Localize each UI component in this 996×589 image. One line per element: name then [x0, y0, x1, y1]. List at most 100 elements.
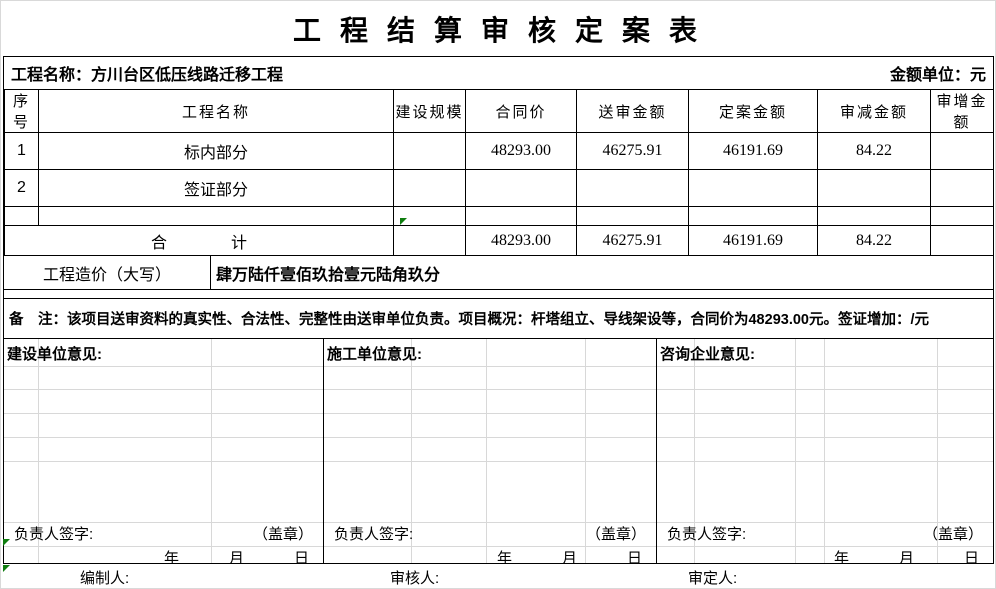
total-final-amount[interactable]: 46191.69 — [688, 225, 818, 256]
cell-scale[interactable] — [393, 132, 466, 170]
approver-label[interactable]: 审定人: — [688, 570, 738, 587]
col-header-seq: 序号 — [4, 89, 39, 133]
signer-label[interactable]: 负责人签字: — [334, 525, 414, 543]
amount-in-words-label: 工程造价（大写） — [4, 256, 211, 289]
total-scale[interactable] — [393, 225, 466, 256]
gridline — [937, 339, 938, 563]
gridline — [211, 339, 212, 563]
reviewer-label[interactable]: 审核人: — [390, 570, 440, 587]
total-reduced-amount[interactable]: 84.22 — [817, 225, 931, 256]
total-submitted-amount[interactable]: 46275.91 — [576, 225, 689, 256]
table-row — [4, 206, 993, 226]
cell-contract-price[interactable]: 48293.00 — [465, 132, 577, 170]
gridline — [411, 339, 412, 563]
year-label[interactable]: 年 — [496, 550, 512, 564]
col-header-reduced-amount: 审减金额 — [817, 89, 931, 133]
gridline — [486, 339, 487, 563]
amount-unit-label: 金额单位：元 — [889, 67, 986, 84]
year-label[interactable]: 年 — [833, 550, 849, 564]
form-sheet: 工程名称：方川台区低压线路迁移工程 金额单位：元 序号 工程名称 建设规模 合同… — [3, 56, 994, 564]
day-label[interactable]: 日 — [963, 550, 979, 564]
gridline — [4, 437, 993, 438]
col-header-submitted-amount: 送审金额 — [576, 89, 689, 133]
cell-submitted-amount[interactable] — [576, 169, 689, 207]
settlement-table: 序号 工程名称 建设规模 合同价 送审金额 定案金额 审减金额 审增金额 1 标… — [4, 89, 993, 256]
cell-reduced-amount[interactable] — [817, 206, 931, 226]
opinion-label: 建设单位意见: — [7, 346, 102, 363]
cell-seq[interactable]: 1 — [4, 132, 39, 170]
gridline — [4, 413, 993, 414]
col-header-contract-price: 合同价 — [465, 89, 577, 133]
opinion-panel-construction-unit[interactable]: 建设单位意见: 负责人签字: （盖章） 年 月 日 — [4, 339, 323, 564]
cell-project-name[interactable]: 签证部分 — [38, 169, 394, 207]
col-header-final-amount: 定案金额 — [688, 89, 818, 133]
project-name-label: 工程名称：方川台区低压线路迁移工程 — [11, 67, 284, 84]
gridline — [38, 339, 39, 563]
cell-final-amount[interactable]: 46191.69 — [688, 132, 818, 170]
cell-project-name[interactable] — [38, 206, 394, 226]
table-row: 1 标内部分 48293.00 46275.91 46191.69 84.22 — [4, 132, 993, 170]
cell-increased-amount[interactable] — [930, 206, 993, 226]
cell-submitted-amount[interactable] — [576, 206, 689, 226]
signature-row: 负责人签字: （盖章） — [4, 521, 323, 545]
table-header-row: 序号 工程名称 建设规模 合同价 送审金额 定案金额 审减金额 审增金额 — [4, 89, 993, 133]
cell-contract-price[interactable] — [465, 169, 577, 207]
cell-seq[interactable] — [4, 206, 39, 226]
cell-seq[interactable]: 2 — [4, 169, 39, 207]
cell-increased-amount[interactable] — [930, 132, 993, 170]
cell-submitted-amount[interactable]: 46275.91 — [576, 132, 689, 170]
seal-label: （盖章） — [252, 525, 313, 543]
page-title: 工 程 结 算 审 核 定 案 表 — [292, 15, 703, 47]
cell-reduced-amount[interactable]: 84.22 — [817, 132, 931, 170]
total-contract-price[interactable]: 48293.00 — [465, 225, 577, 256]
meta-row: 工程名称：方川台区低压线路迁移工程 金额单位：元 — [4, 57, 993, 89]
cell-scale[interactable] — [393, 206, 466, 226]
cell-final-amount[interactable] — [688, 169, 818, 207]
preparer-label[interactable]: 编制人: — [80, 570, 130, 587]
opinion-panel-contractor-unit[interactable]: 施工单位意见: 负责人签字: （盖章） 年 月 日 — [323, 339, 656, 564]
opinion-label: 施工单位意见: — [327, 346, 422, 363]
signer-label[interactable]: 负责人签字: — [667, 525, 747, 543]
opinion-panel-consulting-firm[interactable]: 咨询企业意见: 负责人签字: （盖章） 年 月 日 — [656, 339, 993, 564]
year-label[interactable]: 年 — [163, 550, 179, 564]
month-label[interactable]: 月 — [228, 550, 244, 564]
amount-in-words-row: 工程造价（大写） 肆万陆仟壹佰玖拾壹元陆角玖分 — [4, 256, 993, 290]
cell-increased-amount[interactable] — [930, 169, 993, 207]
cell-project-name[interactable]: 标内部分 — [38, 132, 394, 170]
opinion-label: 咨询企业意见: — [660, 346, 755, 363]
date-row: 年 月 日 — [4, 545, 323, 564]
cell-reduced-amount[interactable] — [817, 169, 931, 207]
total-label: 合 计 — [4, 225, 394, 256]
signature-row: 负责人签字: （盖章） — [324, 521, 656, 545]
cell-final-amount[interactable] — [688, 206, 818, 226]
gridline — [4, 366, 993, 367]
seal-label: （盖章） — [585, 525, 646, 543]
col-header-increased-amount: 审增金额 — [930, 89, 993, 133]
error-indicator-icon — [400, 218, 407, 225]
spacer-row — [4, 290, 993, 299]
gridline — [4, 522, 993, 523]
gridline — [4, 461, 993, 462]
date-row: 年 月 日 — [324, 545, 656, 564]
gridline — [824, 339, 825, 563]
signature-row: 负责人签字: （盖章） — [657, 521, 993, 545]
day-label[interactable]: 日 — [293, 550, 309, 564]
amount-in-words-value[interactable]: 肆万陆仟壹佰玖拾壹元陆角玖分 — [216, 266, 441, 284]
gridline — [795, 339, 796, 563]
error-indicator-icon — [3, 539, 10, 546]
gridline — [694, 339, 695, 563]
day-label[interactable]: 日 — [626, 550, 642, 564]
total-row: 合 计 48293.00 46275.91 46191.69 84.22 — [4, 225, 993, 256]
cell-scale[interactable] — [393, 169, 466, 207]
col-header-project: 工程名称 — [38, 89, 394, 133]
signer-label[interactable]: 负责人签字: — [14, 525, 94, 543]
month-label[interactable]: 月 — [561, 550, 577, 564]
col-header-scale: 建设规模 — [393, 89, 466, 133]
total-increased-amount[interactable] — [930, 225, 993, 256]
cell-contract-price[interactable] — [465, 206, 577, 226]
opinions-section: 建设单位意见: 负责人签字: （盖章） 年 月 日 施工单位意见: 负责人签字:… — [4, 339, 993, 564]
error-indicator-icon — [3, 565, 10, 572]
gridline — [4, 546, 993, 547]
month-label[interactable]: 月 — [898, 550, 914, 564]
